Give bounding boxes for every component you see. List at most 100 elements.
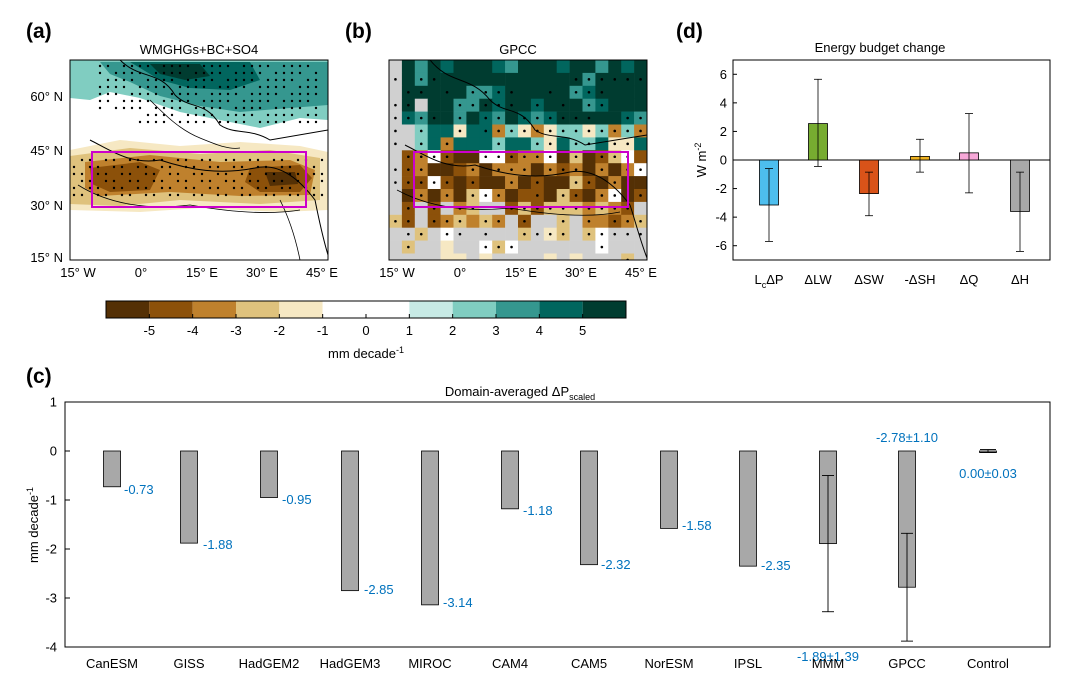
significance-dot [194,92,198,96]
colorbar-swatch [106,301,150,318]
map-b-frame [388,59,648,261]
significance-dot [208,179,212,183]
grid-cell [582,163,596,177]
significance-dot [136,186,140,190]
significance-dot [88,165,92,169]
chart-c-data-label: -3.14 [443,595,473,610]
grid-dot [587,181,591,184]
grid-dot [600,194,604,197]
significance-dot [106,99,110,103]
significance-dot [96,193,100,197]
significance-dot [258,120,262,124]
significance-dot [248,158,252,162]
grid-dot [587,219,591,223]
significance-dot [234,71,238,75]
chart-d-y-tick-label: -6 [715,238,727,253]
grid-cell [518,253,532,260]
significance-dot [202,78,206,82]
chart-c-category-label: IPSL [734,656,762,671]
significance-dot [242,120,246,124]
chart-c-data-label: -2.35 [761,558,791,573]
significance-dot [216,172,220,176]
significance-dot [232,179,236,183]
grid-cell [466,72,480,87]
grid-dot [445,90,449,94]
significance-dot [202,106,206,110]
significance-dot [282,120,286,124]
significance-dot [240,186,244,190]
significance-dot [128,172,132,176]
colorbar-tick-label: -2 [274,323,286,338]
significance-dot [178,92,182,96]
significance-dot [256,179,260,183]
significance-dot [320,158,324,162]
grid-cell [634,85,647,99]
grid-dot [394,181,397,184]
grid-cell [479,176,493,190]
significance-dot [154,92,158,96]
significance-dot [208,158,212,162]
significance-dot [128,193,132,197]
grid-dot [536,155,539,159]
grid-dot [613,181,617,184]
chart-c-category-label: NorESM [644,656,693,671]
significance-dot [290,99,294,103]
significance-dot [226,99,230,103]
chart-c-y-tick-label: -2 [45,542,57,557]
significance-dot [296,172,300,176]
map-b-x-tick-15E: 15° E [505,265,537,280]
significance-dot [210,71,214,75]
significance-dot [240,165,244,169]
significance-dot [256,158,260,162]
grid-cell [466,253,480,260]
chart-d-x-label-dQ: ΔQ [960,272,979,287]
colorbar-swatch [582,301,626,318]
grid-dot [587,116,591,120]
grid-dot [484,232,488,236]
significance-dot [114,106,118,110]
grid-dot [639,219,642,223]
chart-c-bar [580,450,598,566]
significance-dot [290,92,294,96]
significance-dot [306,113,310,117]
grid-cell [414,253,428,260]
colorbar-tick-label: 3 [492,323,499,338]
grid-dot [548,232,552,236]
chart-c-ylabel-sup: -1 [25,487,35,495]
significance-dot [114,92,118,96]
significance-dot [130,64,134,68]
panel-label-a: (a) [26,20,52,43]
significance-dot [80,158,84,162]
colorbar-tick-label: 0 [362,323,369,338]
significance-dot [234,106,238,110]
significance-dot [146,85,150,89]
grid-dot [587,103,591,107]
map-panel-a: WMGHGs+BC+SO4 60° N 45° N 30° N 15° N 15… [30,42,338,280]
significance-dot [218,85,222,89]
grid-dot [587,78,591,81]
grid-dot [523,129,526,133]
colorbar-swatch [452,301,496,318]
grid-cell [582,253,596,260]
significance-dot [202,99,206,103]
grid-dot [600,168,604,171]
grid-cell [556,60,570,74]
significance-dot [138,106,142,110]
significance-dot [274,71,278,75]
grid-cell [608,240,622,254]
map-a-domain-box [91,151,307,208]
significance-dot [138,85,142,89]
colorbar-tick-label: 2 [449,323,456,338]
significance-dot [242,99,246,103]
map-a-x-tick-15W: 15° W [60,265,96,280]
significance-dot [218,71,222,75]
chart-c-category-label: GPCC [888,656,926,671]
significance-dot [312,186,316,190]
significance-dot [216,193,220,197]
significance-dot [250,106,254,110]
chart-c-title-sub: scaled [569,392,595,402]
significance-dot [194,113,198,117]
significance-dot [80,172,84,176]
significance-dot [184,158,188,162]
grid-cell [427,137,441,151]
